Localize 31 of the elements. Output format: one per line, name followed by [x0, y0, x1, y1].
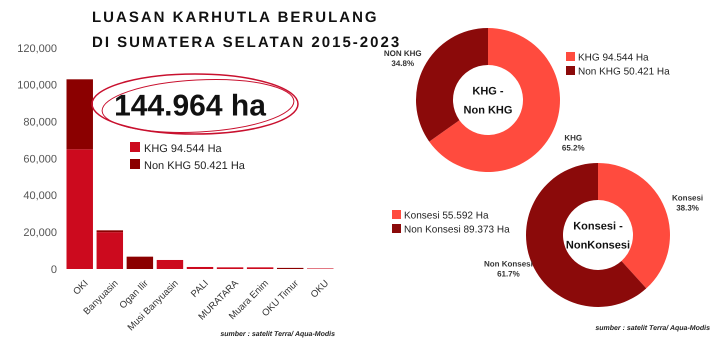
y-tick-label: 20,000: [23, 227, 57, 240]
text: KHG - Non KHG: [464, 85, 512, 116]
data-label: 65.2%: [562, 144, 585, 153]
y-tick-label: 60,000: [23, 153, 57, 166]
text: KHG 94.544 Ha: [578, 52, 650, 64]
legend-label: KHG 94.544 Ha: [144, 142, 223, 155]
text: Konsesi - NonKonsesi: [566, 220, 630, 252]
y-tick-label: 100,000: [17, 80, 57, 92]
legend-label: Non KHG 50.421 Ha: [144, 160, 246, 172]
data-label: 38.3%: [676, 203, 699, 212]
bar: [156, 260, 184, 269]
bar: [66, 79, 93, 150]
bar: [126, 256, 154, 269]
data-label: 61.7%: [497, 269, 520, 278]
text: Non Konsesi 89.373 Ha: [404, 224, 510, 236]
chart-title: LUASAN KARHUTLA BERULANG DI SUMATERA SELATAN 2015-2023: [92, 9, 402, 51]
slice-label: NON KHG: [384, 49, 422, 58]
annotation: 144.964 ha: [114, 90, 266, 122]
y-tick-label: 40,000: [23, 190, 57, 202]
y-tick-label: 80,000: [23, 116, 57, 129]
slice-label: KHG: [564, 134, 582, 143]
text: Konsesi 55.592 Ha: [404, 210, 489, 222]
y-tick-label: 120,000: [17, 42, 57, 55]
y-tick-label: 0: [50, 264, 57, 276]
data-label: 34.8%: [391, 59, 414, 68]
bar: [96, 232, 124, 269]
text: Non KHG 50.421 Ha: [578, 66, 670, 78]
slice-label: Non Konsesi: [484, 259, 533, 268]
donut-slice: [429, 28, 560, 172]
slice-label: Konsesi: [672, 193, 704, 202]
bar: [66, 149, 93, 269]
